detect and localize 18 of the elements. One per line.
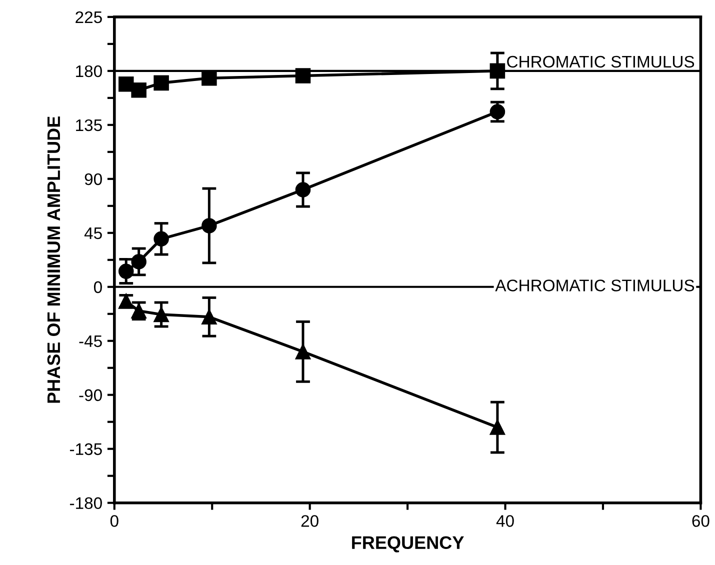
ref-line-label: CHROMATIC STIMULUS — [507, 56, 694, 68]
x-axis-title: FREQUENCY — [352, 536, 464, 552]
ref-line-label: ACHROMATIC STIMULUS — [495, 280, 694, 292]
y-axis-title: PHASE OF MINIMUM AMPLITUDE — [47, 116, 60, 403]
y-tick-label: 135 — [76, 119, 102, 132]
x-tick-label: 40 — [496, 515, 514, 527]
y-tick-label: -135 — [70, 443, 102, 456]
x-tick-label: 20 — [301, 515, 318, 527]
x-tick-label: 60 — [692, 515, 710, 527]
y-tick-label: 90 — [84, 173, 102, 186]
y-tick-label: -180 — [70, 497, 102, 510]
x-tick-label: 0 — [110, 515, 118, 527]
y-tick-label: 45 — [84, 227, 102, 240]
y-tick-label: -90 — [79, 389, 102, 402]
y-tick-label: 180 — [76, 65, 102, 78]
y-tick-label: -45 — [79, 335, 102, 348]
y-tick-label: 0 — [94, 281, 102, 294]
y-tick-label: 225 — [76, 11, 102, 24]
